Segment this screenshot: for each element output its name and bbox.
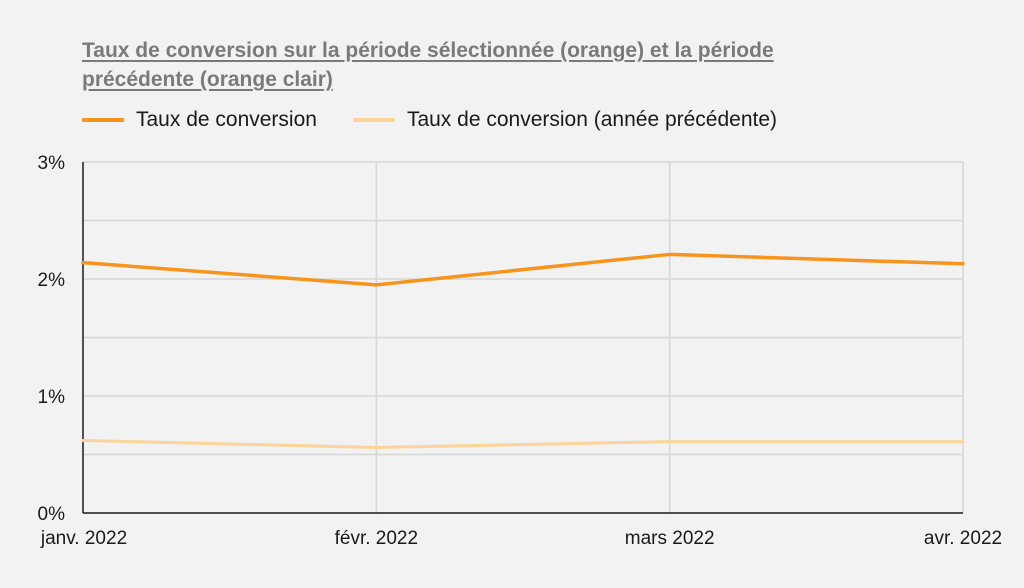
x-tick-label: févr. 2022 xyxy=(335,528,418,549)
x-tick-label: avr. 2022 xyxy=(924,528,1002,549)
legend-label-current: Taux de conversion xyxy=(136,108,317,131)
legend-swatch-current xyxy=(82,118,124,122)
legend-swatch-previous xyxy=(352,118,395,122)
y-tick-label: 0% xyxy=(38,504,66,525)
x-tick-label: mars 2022 xyxy=(625,528,715,549)
series-line-current xyxy=(81,252,965,287)
series-line-previous xyxy=(81,438,965,449)
legend: Taux de conversion Taux de conversion (a… xyxy=(82,108,813,132)
legend-item-current[interactable]: Taux de conversion xyxy=(82,108,317,132)
y-tick-label: 2% xyxy=(38,270,66,291)
legend-item-previous[interactable]: Taux de conversion (année précédente) xyxy=(352,108,778,132)
y-tick-label: 3% xyxy=(38,153,66,174)
legend-label-previous: Taux de conversion (année précédente) xyxy=(406,108,778,131)
y-tick-label: 1% xyxy=(38,387,66,408)
x-tick-label: janv. 2022 xyxy=(40,528,127,549)
chart-title: Taux de conversion sur la période sélect… xyxy=(82,39,774,91)
